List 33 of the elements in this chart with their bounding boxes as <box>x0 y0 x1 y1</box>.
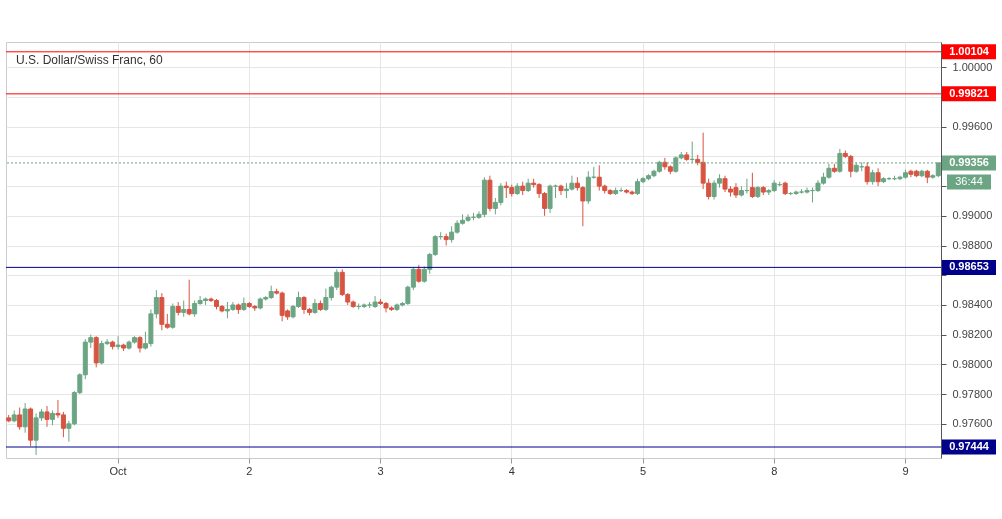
candlestick <box>372 295 378 309</box>
ref-line-label: 0.99821 <box>949 86 989 99</box>
x-tick-label: 8 <box>771 464 778 477</box>
candlestick <box>22 402 28 434</box>
x-tick-label: 2 <box>246 464 253 477</box>
ref-line-label: 1.00104 <box>949 44 990 57</box>
x-tick-label: 4 <box>508 464 515 477</box>
x-tick-label: 3 <box>377 464 384 477</box>
y-tick-label: 0.99000 <box>952 209 993 222</box>
x-tick-label: 5 <box>639 464 647 477</box>
candlestick <box>241 297 247 312</box>
y-tick-label: 0.98200 <box>952 328 993 341</box>
candlestick <box>749 172 755 199</box>
ref-line-label: 0.99356 <box>949 155 989 168</box>
candlestick <box>44 405 50 428</box>
y-tick-label: 0.98800 <box>952 239 993 252</box>
y-tick-label: 0.98400 <box>952 298 993 311</box>
ref-line-label: 0.98653 <box>949 260 989 273</box>
candlestick <box>864 161 870 186</box>
y-tick-label: 0.99600 <box>952 120 993 133</box>
y-tick-label: 0.98000 <box>952 357 993 370</box>
candlestick <box>115 335 121 351</box>
y-tick-label: 0.97800 <box>952 387 993 400</box>
x-tick-label: Oct <box>109 464 127 477</box>
candlestick <box>17 406 23 431</box>
y-tick-label: 1.00000 <box>952 60 993 73</box>
x-tick-label: 9 <box>902 464 909 477</box>
candlestick <box>170 302 176 330</box>
text: U.S. Dollar/Swiss Franc, 60 <box>16 53 164 67</box>
text: 36:44 <box>955 174 983 187</box>
ref-line-label: 0.97444 <box>949 440 990 453</box>
y-tick-label: 0.97600 <box>952 417 993 430</box>
candlestick <box>186 279 192 316</box>
